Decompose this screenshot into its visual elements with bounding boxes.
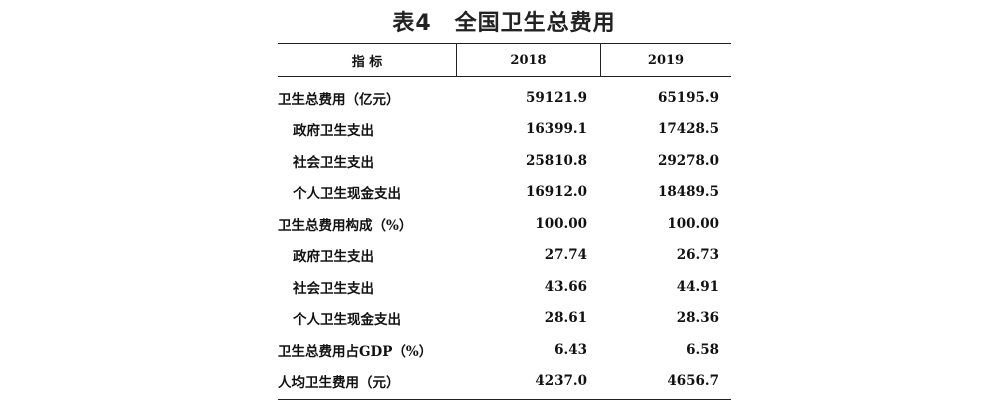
- row-label: 个人卫生现金支出: [293, 186, 401, 203]
- table-row: 政府卫生支出 16399.1 17428.5: [278, 114, 731, 146]
- value-2019: 65195.9: [657, 89, 719, 106]
- value-2019: 26.73: [676, 247, 719, 264]
- table-header: 指 标 2018 2019: [278, 44, 731, 77]
- value-2019: 100.00: [667, 215, 719, 232]
- row-label: 社会卫生支出: [293, 280, 374, 297]
- table-row: 社会卫生支出 25810.8 29278.0: [278, 145, 731, 177]
- value-2019: 29278.0: [657, 152, 719, 169]
- value-2018: 6.43: [554, 341, 587, 358]
- value-2019: 4656.7: [667, 373, 719, 390]
- row-label: 卫生总费用占GDP（%）: [278, 343, 433, 360]
- value-2018: 16399.1: [525, 121, 587, 138]
- table-title: 表4 全国卫生总费用: [392, 11, 616, 36]
- row-label: 个人卫生现金支出: [293, 312, 401, 329]
- value-2018: 100.00: [535, 215, 587, 232]
- value-2019: 18489.5: [657, 184, 719, 201]
- table-row: 个人卫生现金支出 28.61 28.36: [278, 303, 731, 335]
- value-2018: 25810.8: [525, 152, 587, 169]
- row-label: 卫生总费用（亿元）: [278, 91, 400, 108]
- row-label: 政府卫生支出: [293, 249, 374, 266]
- value-2018: 16912.0: [525, 184, 587, 201]
- value-2018: 59121.9: [525, 89, 587, 106]
- row-label: 社会卫生支出: [293, 154, 374, 171]
- row-label: 卫生总费用构成（%）: [278, 217, 413, 234]
- value-2018: 43.66: [544, 278, 587, 295]
- value-2019: 44.91: [676, 278, 719, 295]
- value-2019: 17428.5: [657, 121, 719, 138]
- value-2018: 27.74: [544, 247, 587, 264]
- health-expenditure-table: 指 标 2018 2019 卫生总费用（亿元） 59121.9 65195.9 政府卫…: [278, 43, 731, 400]
- value-2018: 28.61: [544, 310, 587, 327]
- value-2018: 4237.0: [535, 373, 587, 390]
- header-indicator: 指 标: [278, 44, 457, 76]
- table-row: 政府卫生支出 27.74 26.73: [278, 240, 731, 272]
- table-row: 卫生总费用（亿元） 59121.9 65195.9: [278, 82, 731, 114]
- value-2019: 28.36: [676, 310, 719, 327]
- table-row: 社会卫生支出 43.66 44.91: [278, 271, 731, 303]
- table-row: 个人卫生现金支出 16912.0 18489.5: [278, 177, 731, 209]
- bottom-rule: [278, 399, 731, 400]
- row-label: 人均卫生费用（元）: [278, 375, 400, 392]
- table-row: 卫生总费用占GDP（%） 6.43 6.58: [278, 334, 731, 366]
- row-label: 政府卫生支出: [293, 123, 374, 140]
- table-row: 卫生总费用构成（%） 100.00 100.00: [278, 208, 731, 240]
- table-row: 人均卫生费用（元） 4237.0 4656.7: [278, 366, 731, 398]
- header-year-2019: 2019: [647, 52, 685, 68]
- table-body: 卫生总费用（亿元） 59121.9 65195.9 政府卫生支出 16399.1 1742…: [278, 77, 731, 397]
- value-2019: 6.58: [686, 341, 719, 358]
- header-year-2018: 2018: [457, 44, 601, 76]
